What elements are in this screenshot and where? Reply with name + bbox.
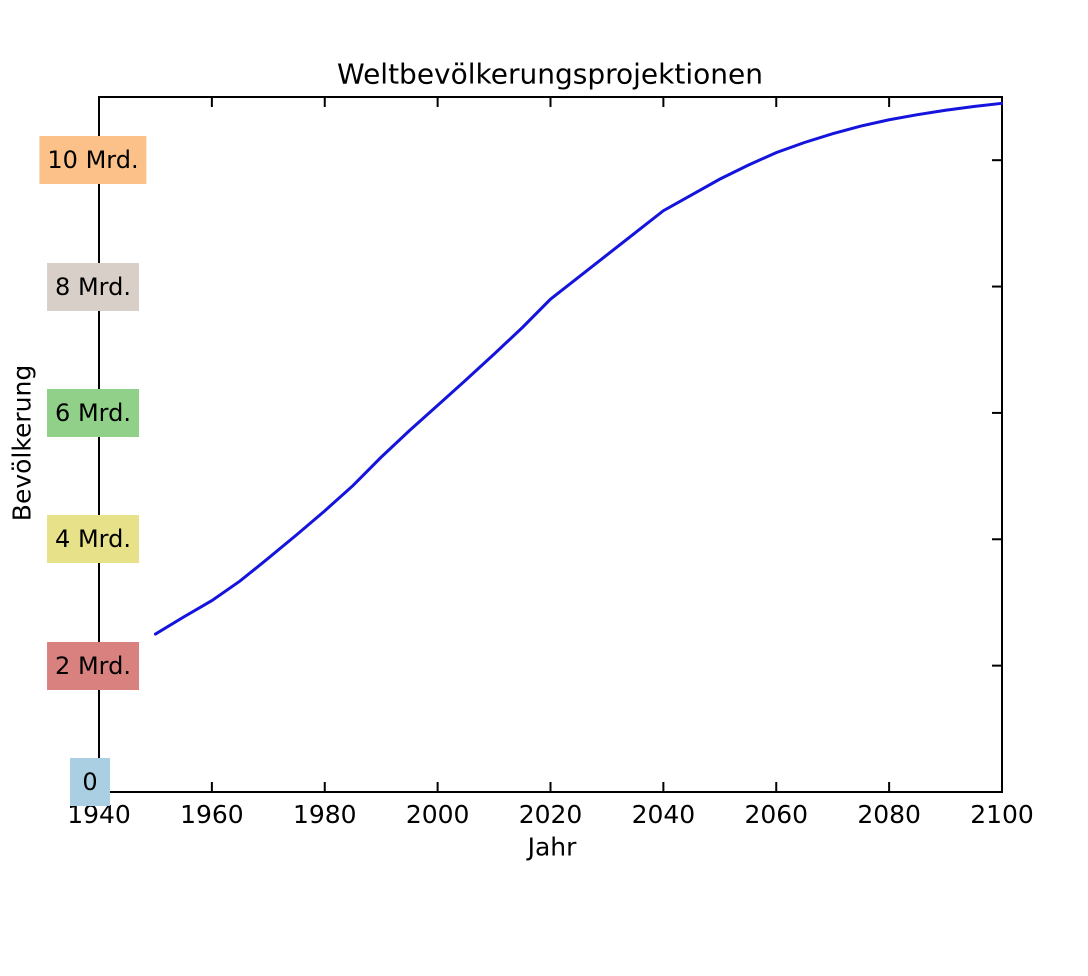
axis-ticks (98, 97, 1003, 793)
x-tick-label-2060: 2060 (744, 800, 809, 829)
x-tick-label-2080: 2080 (857, 800, 921, 829)
x-tick-label-2020: 2020 (518, 800, 583, 829)
y-tick-label-box-6: 6 Mrd. (47, 388, 139, 437)
y-tick-label-box-4: 4 Mrd. (47, 515, 139, 564)
plot-spines (98, 96, 1003, 793)
x-tick-label-2100: 2100 (970, 800, 1034, 829)
x-tick-label-1960: 1960 (180, 800, 244, 829)
population-curve (153, 101, 1003, 636)
chart-title: Weltbevölkerungsprojektionen (337, 57, 763, 91)
y-tick-label-box-8: 8 Mrd. (47, 262, 139, 311)
y-tick-label-box-2: 2 Mrd. (47, 641, 139, 690)
y-axis-label: Bevölkerung (7, 364, 37, 522)
x-tick-label-2040: 2040 (631, 800, 696, 829)
y-tick-label-box-0: 0 (70, 758, 110, 806)
x-tick-label-1980: 1980 (292, 800, 357, 829)
x-axis-label: Jahr (527, 832, 577, 862)
y-tick-label-box-10: 10 Mrd. (39, 136, 147, 185)
x-tick-label-2000: 2000 (405, 800, 470, 829)
plot-area (98, 96, 1003, 793)
